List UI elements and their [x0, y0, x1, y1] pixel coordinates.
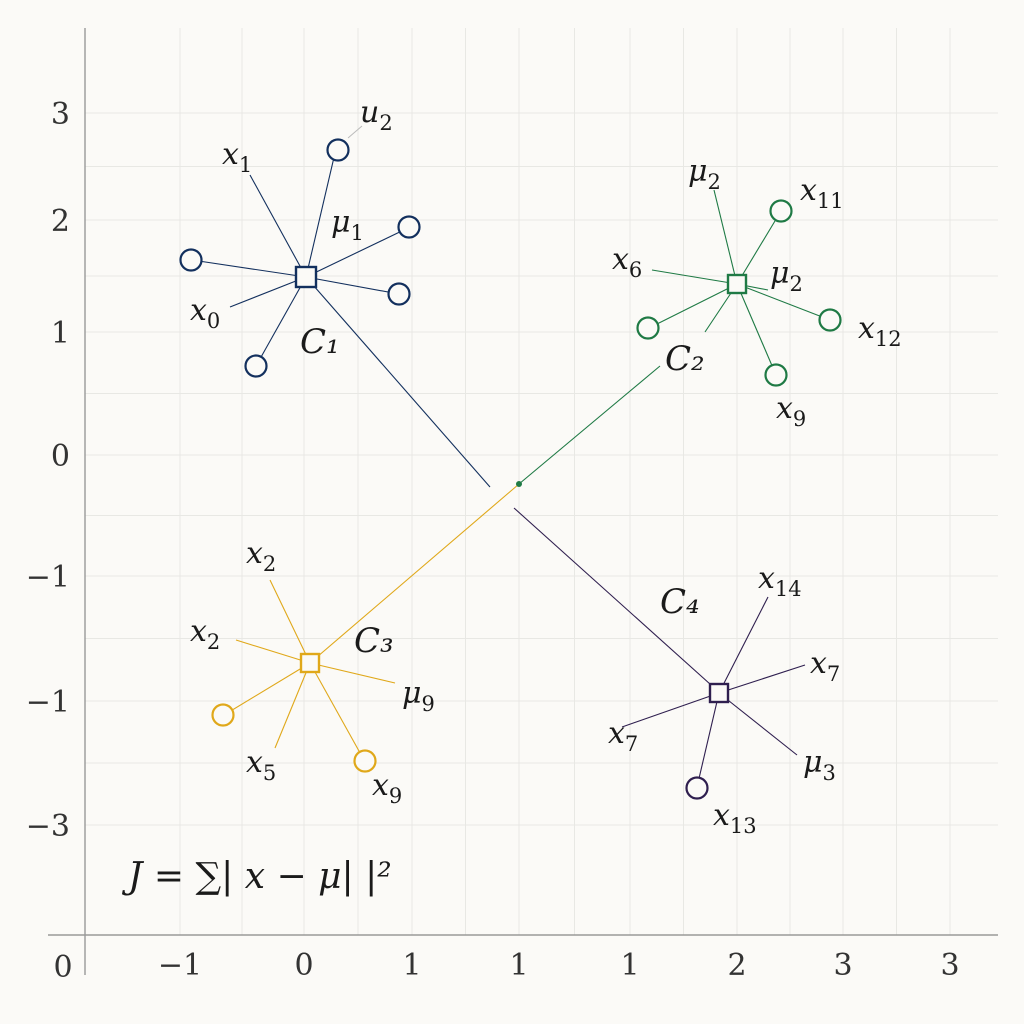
cluster-c2-labels: μ2 x11 x6 μ2 x12 x9 C₂ — [612, 154, 902, 431]
cluster-c3-labels: x2 x2 μ9 x5 x9 C₃ — [190, 536, 435, 808]
y-tick-labels: 3 2 1 0 −1 −1 −3 — [26, 97, 70, 844]
origin-label: 0 — [53, 950, 72, 985]
cluster-c1-labels: x1 u2 μ1 x0 C₁ — [190, 95, 393, 362]
x-tick-label: 3 — [940, 948, 959, 983]
y-tick-label: −1 — [26, 685, 70, 720]
point-label: x12 — [858, 311, 902, 351]
y-tick-label: 1 — [51, 316, 70, 351]
data-point — [326, 138, 350, 162]
connector-c2 — [518, 365, 661, 485]
cluster-name: C₃ — [354, 621, 394, 661]
centroid-label: μ2 — [770, 256, 803, 296]
x-tick-labels: −1 0 1 1 1 2 3 3 — [158, 948, 960, 983]
centroid-marker — [299, 652, 321, 674]
y-tick-label: −3 — [26, 809, 70, 844]
data-point — [769, 199, 793, 223]
centroid-label: μ3 — [803, 745, 836, 785]
centroid-label: μ2 — [688, 154, 721, 194]
connector-c1 — [305, 276, 491, 488]
x-tick-label: 1 — [402, 948, 421, 983]
point-label: x5 — [246, 745, 276, 785]
connector-c4 — [513, 507, 721, 694]
y-tick-label: −1 — [26, 560, 70, 595]
cluster-c2 — [636, 189, 842, 387]
centroid-marker — [294, 265, 318, 289]
point-label: x9 — [776, 391, 806, 431]
cluster-name: C₂ — [665, 339, 705, 379]
cluster-c4 — [621, 596, 806, 800]
cluster-c4-labels: x14 x7 x7 μ3 x13 C₄ — [608, 561, 840, 838]
connector-c3 — [309, 483, 520, 664]
cluster-c3 — [211, 579, 396, 773]
point-label: u2 — [360, 95, 393, 135]
data-point — [387, 282, 411, 306]
point-label: x13 — [713, 798, 757, 838]
data-point — [211, 703, 235, 727]
point-label: x1 — [222, 137, 252, 177]
point-label: x9 — [372, 768, 402, 808]
point-label: x0 — [190, 293, 220, 333]
grid — [85, 28, 998, 935]
x-tick-label: 3 — [833, 948, 852, 983]
data-point — [818, 308, 842, 332]
x-tick-label: 2 — [727, 948, 746, 983]
centroid-label: μ9 — [402, 676, 435, 716]
x-tick-label: −1 — [158, 948, 202, 983]
cluster-name: C₄ — [660, 582, 700, 622]
point-label: x14 — [758, 561, 802, 601]
x-tick-label: 0 — [294, 948, 313, 983]
point-label: x7 — [608, 716, 638, 756]
data-point — [397, 215, 421, 239]
data-point — [764, 363, 788, 387]
cluster-name: C₁ — [300, 322, 340, 362]
centroid-marker — [726, 273, 748, 295]
point-label: x2 — [190, 614, 220, 654]
data-point — [636, 316, 660, 340]
y-tick-label: 3 — [51, 97, 70, 132]
data-point — [179, 248, 203, 272]
data-point — [685, 776, 709, 800]
y-tick-label: 0 — [51, 439, 70, 474]
x-tick-label: 1 — [509, 948, 528, 983]
x-tick-label: 1 — [620, 948, 639, 983]
point-label: x7 — [810, 646, 840, 686]
centroid-marker — [708, 682, 730, 704]
central-point — [516, 481, 522, 487]
data-point — [244, 354, 268, 378]
centroid-label: μ1 — [331, 205, 364, 245]
data-point — [353, 749, 377, 773]
y-tick-label: 2 — [51, 204, 70, 239]
point-label: x6 — [612, 242, 642, 282]
cluster-c1 — [179, 125, 421, 378]
centroid-connectors — [305, 276, 721, 694]
point-label: x11 — [800, 173, 844, 213]
point-label: x2 — [246, 536, 276, 576]
objective-formula: J = ∑| x − μ| |² — [121, 856, 392, 897]
